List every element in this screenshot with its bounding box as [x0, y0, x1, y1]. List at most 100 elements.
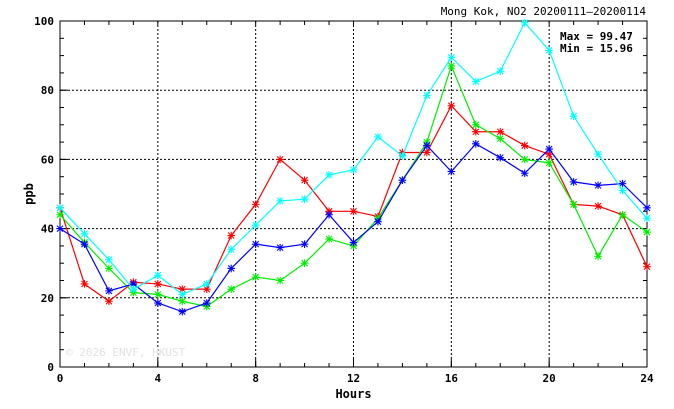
- data-point-marker: [423, 141, 431, 150]
- data-point-marker: [471, 77, 480, 86]
- data-point-marker: [178, 297, 187, 306]
- data-point-marker: [56, 204, 64, 212]
- data-point-marker: [594, 252, 602, 261]
- y-tick-label: 20: [41, 292, 54, 305]
- data-point-marker: [325, 210, 333, 219]
- data-point-marker: [520, 169, 529, 178]
- data-point-marker: [594, 181, 602, 190]
- data-point-marker: [227, 285, 236, 293]
- data-point-marker: [349, 207, 358, 216]
- data-point-marker: [300, 176, 309, 184]
- data-point-marker: [569, 112, 578, 120]
- data-point-marker: [447, 167, 456, 176]
- data-point-marker: [545, 145, 553, 153]
- y-tick-label: 40: [41, 223, 54, 236]
- data-point-marker: [105, 255, 113, 264]
- x-tick-label: 24: [640, 372, 654, 385]
- data-point-marker: [300, 240, 309, 248]
- data-point-marker: [618, 179, 627, 188]
- data-point-marker: [398, 176, 407, 184]
- x-tick-label: 8: [252, 372, 259, 385]
- data-point-marker: [154, 290, 162, 299]
- data-point-marker: [276, 243, 284, 252]
- data-point-marker: [251, 221, 260, 229]
- data-point-marker: [300, 195, 309, 203]
- data-point-marker: [447, 62, 456, 70]
- y-axis-ticks: 0 20 40 60 80 100: [34, 15, 647, 374]
- data-point-marker: [56, 210, 64, 219]
- data-point-marker: [374, 217, 382, 226]
- data-point-marker: [251, 240, 260, 248]
- data-point-marker: [398, 152, 407, 160]
- data-point-marker: [178, 285, 187, 293]
- data-point-marker: [178, 290, 187, 299]
- data-point-marker: [447, 53, 456, 62]
- data-point-marker: [202, 280, 211, 288]
- data-point-marker: [300, 259, 309, 267]
- data-point-marker: [154, 271, 162, 280]
- data-point-marker: [154, 280, 162, 288]
- x-tick-label: 4: [155, 372, 162, 385]
- data-point-marker: [594, 202, 602, 210]
- data-point-marker: [227, 245, 236, 254]
- series-group: [56, 18, 651, 316]
- data-point-marker: [374, 133, 382, 141]
- data-point-marker: [643, 204, 651, 212]
- data-point-marker: [471, 121, 480, 129]
- y-tick-label: 80: [41, 84, 54, 97]
- data-point-marker: [618, 186, 627, 195]
- data-point-marker: [545, 159, 553, 167]
- data-point-marker: [643, 262, 651, 271]
- data-point-marker: [520, 141, 529, 150]
- data-point-marker: [202, 285, 211, 293]
- grid-lines: [60, 21, 647, 367]
- data-point-marker: [545, 150, 553, 159]
- data-point-marker: [105, 264, 113, 273]
- data-point-marker: [105, 287, 113, 295]
- min-value-label: Min = 15.96: [560, 42, 633, 55]
- data-point-marker: [447, 101, 456, 110]
- x-tick-label: 20: [543, 372, 556, 385]
- max-value-label: Max = 99.47: [560, 30, 633, 43]
- data-point-marker: [227, 231, 236, 240]
- data-point-marker: [105, 297, 113, 306]
- x-axis-ticks: 0 4 8 12 16 20 24: [57, 21, 654, 385]
- y-axis-title: ppb: [22, 183, 36, 205]
- data-point-marker: [349, 165, 358, 174]
- data-point-marker: [496, 153, 505, 162]
- x-tick-label: 0: [57, 372, 64, 385]
- y-tick-label: 100: [34, 15, 54, 28]
- data-point-marker: [496, 127, 505, 136]
- data-point-marker: [643, 228, 651, 236]
- copyright-watermark: © 2026 ENVF, HKUST: [66, 346, 186, 359]
- data-point-marker: [251, 273, 260, 281]
- data-point-marker: [520, 18, 529, 27]
- data-point-marker: [349, 238, 358, 247]
- data-point-marker: [178, 307, 187, 316]
- data-point-marker: [251, 200, 260, 209]
- data-point-marker: [471, 140, 480, 148]
- x-tick-label: 16: [445, 372, 459, 385]
- x-axis-title: Hours: [335, 387, 371, 401]
- data-point-marker: [276, 155, 284, 164]
- data-point-marker: [594, 150, 602, 159]
- data-point-marker: [569, 200, 578, 209]
- data-point-marker: [618, 210, 627, 219]
- data-point-marker: [129, 280, 138, 288]
- x-tick-label: 12: [347, 372, 360, 385]
- data-point-marker: [643, 214, 651, 223]
- data-point-marker: [569, 178, 578, 186]
- data-point-marker: [154, 299, 162, 307]
- series-line: [59, 104, 648, 303]
- data-point-marker: [471, 127, 480, 136]
- data-point-marker: [129, 285, 138, 293]
- data-point-marker: [496, 67, 505, 75]
- data-point-marker: [80, 229, 89, 238]
- data-point-marker: [276, 197, 284, 205]
- data-point-marker: [423, 91, 431, 100]
- data-point-marker: [325, 171, 333, 179]
- data-point-marker: [227, 264, 236, 273]
- data-point-marker: [423, 148, 431, 157]
- y-tick-label: 0: [47, 361, 54, 374]
